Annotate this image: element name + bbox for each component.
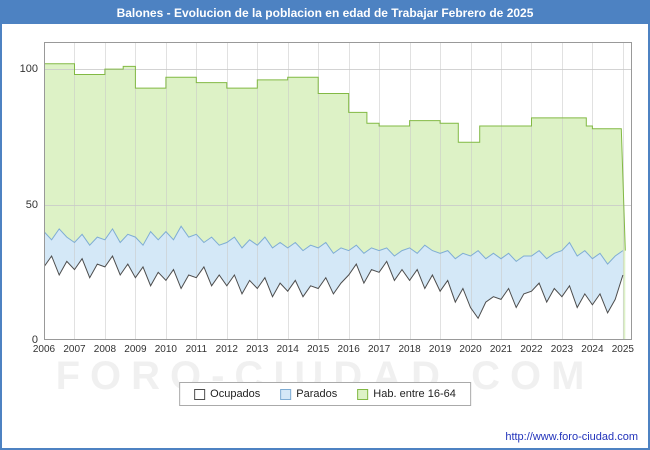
y-tick-label: 0 [31, 334, 38, 346]
legend-item-hab-16-64: Hab. entre 16-64 [357, 388, 456, 400]
y-tick-label: 50 [25, 198, 38, 211]
legend-swatch-ocupados [194, 388, 206, 400]
x-tick-label: 2009 [124, 344, 147, 355]
legend-label-parados: Parados [296, 388, 338, 400]
x-tick-label: 2018 [398, 344, 421, 355]
x-tick-label: 2020 [459, 344, 482, 355]
legend-swatch-hab-16-64 [357, 388, 369, 400]
x-tick-label: 2008 [93, 344, 117, 355]
x-tick-label: 2024 [581, 344, 604, 355]
x-axis-labels: 2006 2007 2008 2009 2010 2011 2012 2013 2014 2015… [33, 344, 634, 358]
x-tick-label: 2023 [550, 344, 574, 355]
y-tick-label: 100 [19, 63, 38, 76]
chart-plot [44, 42, 632, 340]
y-axis-labels: 0 50 100 [4, 2, 38, 448]
legend-item-parados: Parados [280, 388, 337, 400]
x-tick-label: 2021 [489, 344, 513, 355]
x-tick-label: 2007 [63, 344, 86, 355]
x-tick-label: 2022 [520, 344, 543, 355]
legend: Ocupados Parados Hab. entre 16-64 [179, 382, 471, 406]
chart-title: Balones - Evolucion de la poblacion en e… [116, 6, 534, 20]
x-tick-label: 2017 [368, 344, 391, 355]
legend-swatch-parados [280, 388, 292, 400]
footer-url-link[interactable]: http://www.foro-ciudad.com [505, 431, 638, 443]
x-tick-label: 2011 [185, 344, 208, 355]
x-tick-label: 2010 [154, 344, 177, 355]
legend-label-ocupados: Ocupados [210, 388, 261, 400]
x-tick-label: 2019 [428, 344, 452, 355]
title-bar: Balones - Evolucion de la poblacion en e… [2, 2, 648, 24]
x-tick-label: 2014 [276, 344, 299, 355]
x-tick-label: 2016 [337, 344, 360, 355]
legend-label-hab-16-64: Hab. entre 16-64 [373, 388, 456, 400]
x-tick-label: 2013 [246, 344, 269, 355]
x-tick-label: 2012 [215, 344, 238, 355]
x-tick-label: 2025 [611, 344, 634, 355]
legend-item-ocupados: Ocupados [194, 388, 260, 400]
x-tick-label: 2015 [307, 344, 330, 355]
x-tick-label: 2006 [32, 344, 56, 355]
